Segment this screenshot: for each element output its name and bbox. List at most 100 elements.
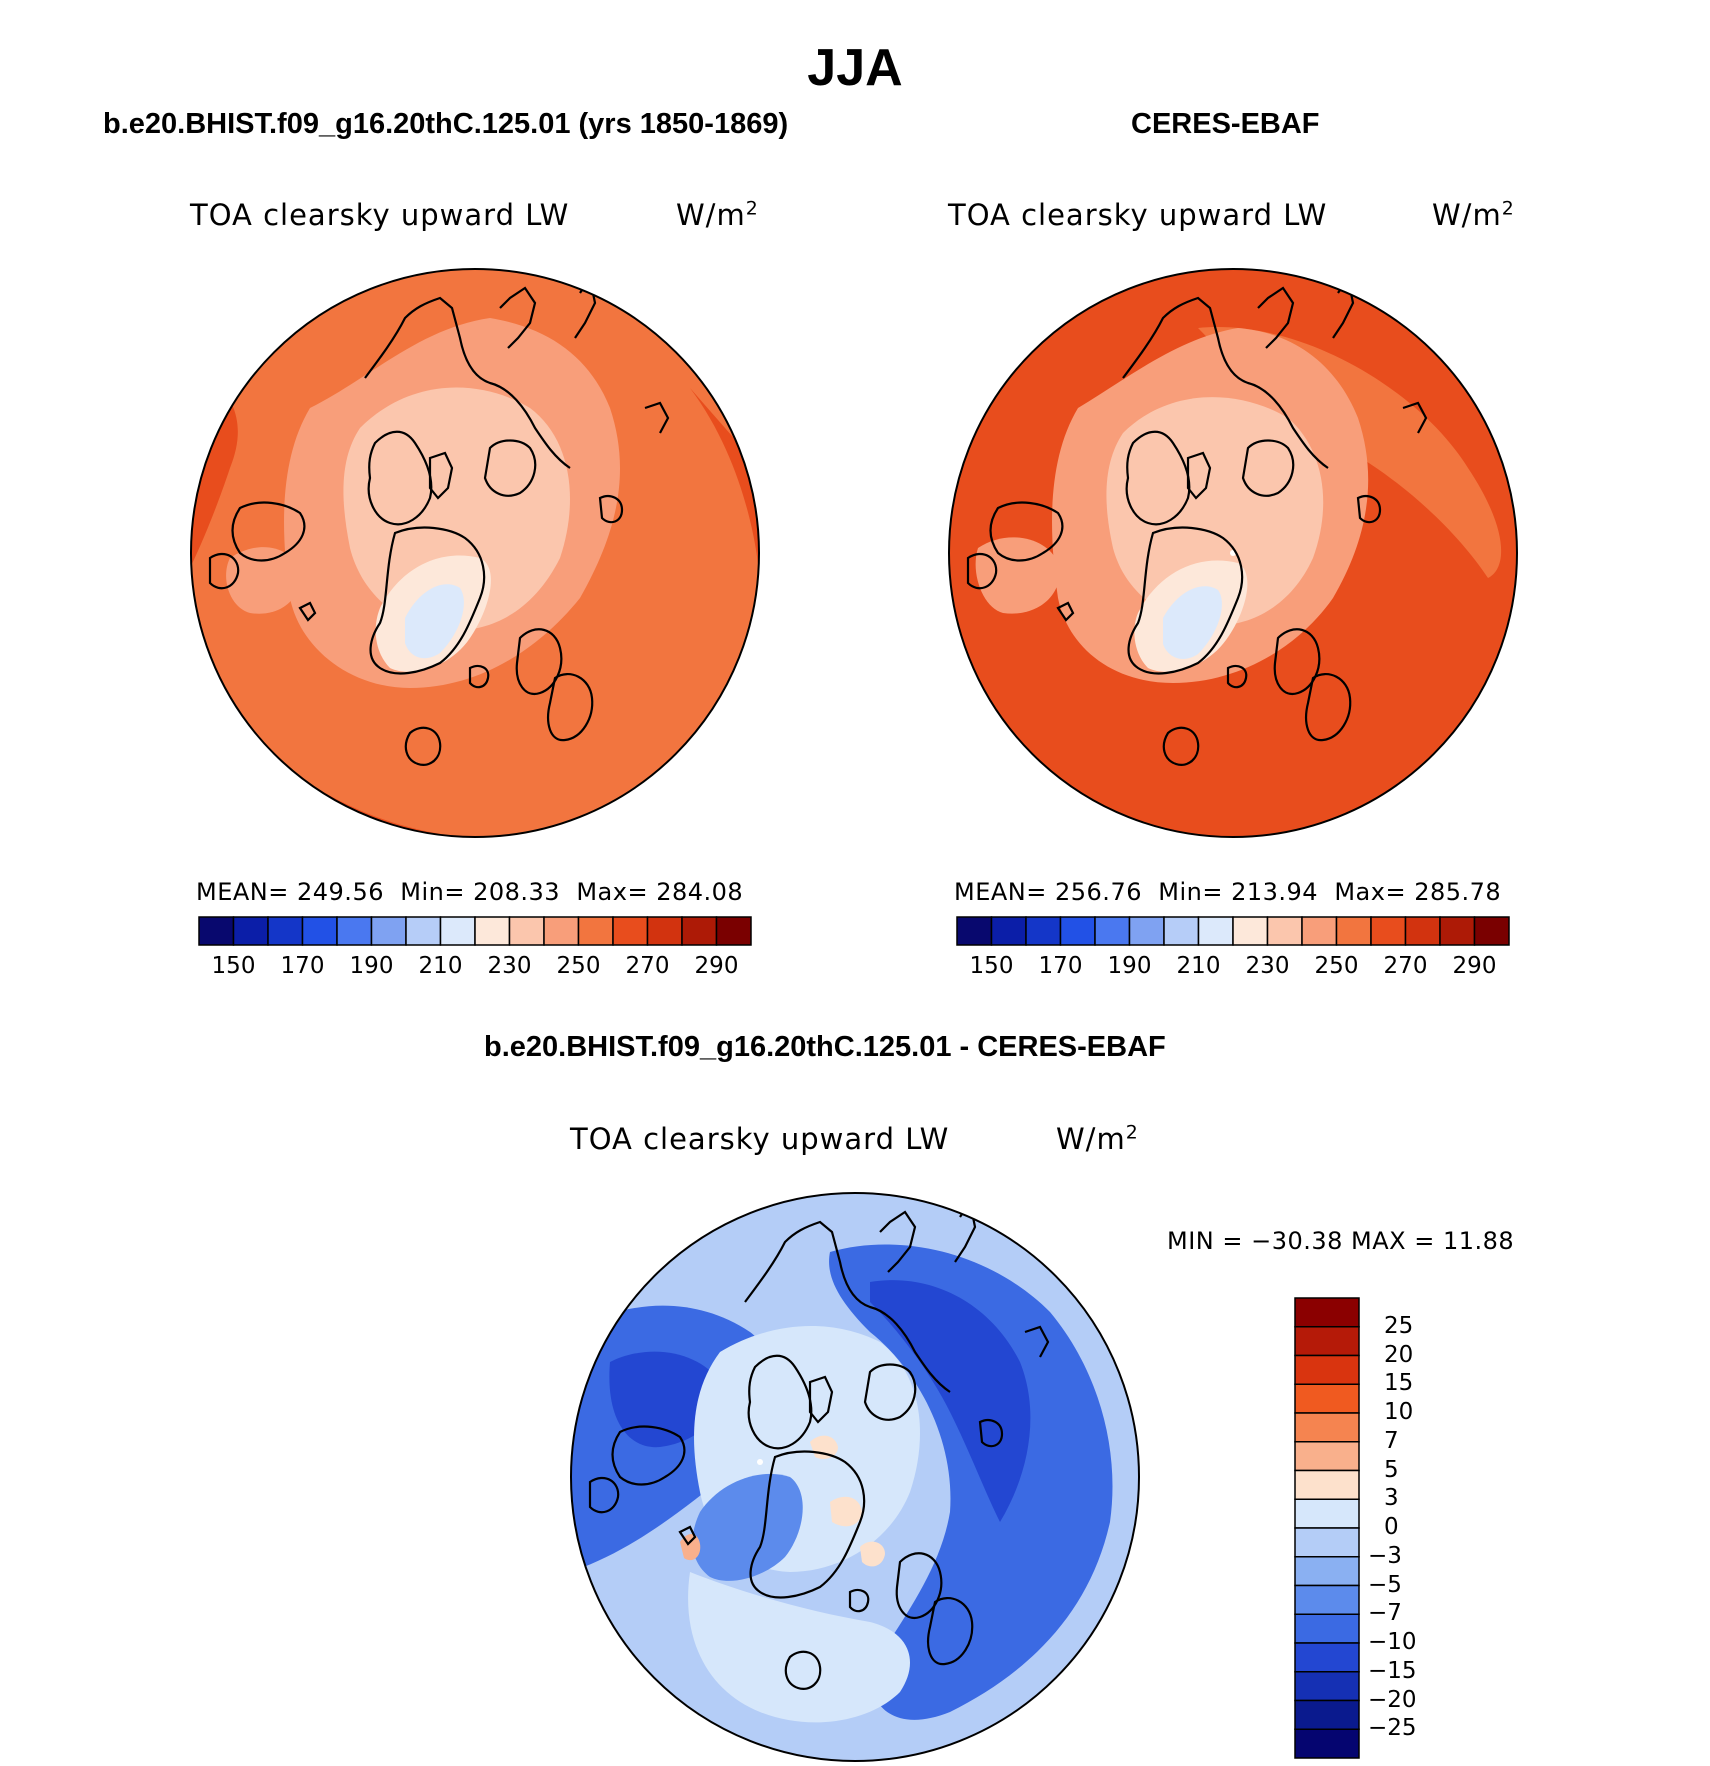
colorbar-swatch — [1059, 916, 1096, 946]
colorbar-tick-label: −20 — [1368, 1686, 1417, 1713]
colorbar-swatch — [198, 916, 235, 946]
colorbar-tick-label: 5 — [1384, 1456, 1399, 1483]
colorbar-swatch — [1294, 1441, 1360, 1472]
colorbar-tick-label: 210 — [418, 953, 463, 979]
colorbar-tick-label: 290 — [694, 953, 739, 979]
difference-polar-map — [570, 1192, 1140, 1762]
colorbar-swatch — [1294, 1383, 1360, 1414]
colorbar-tick-label: 150 — [211, 953, 256, 979]
diff-minmax-line: MIN = −30.38 MAX = 11.88 — [1167, 1227, 1515, 1255]
colorbar-tick-label: 290 — [1452, 953, 1497, 979]
colorbar-swatch — [1025, 916, 1062, 946]
colorbar-swatch — [370, 916, 407, 946]
colorbar-tick-label: 10 — [1384, 1399, 1414, 1425]
colorbar-swatch — [1294, 1556, 1360, 1587]
difference-colorbar-ticks: 25 20 15 10 7 5 3 0 −3 −5 −7 −10 −15 −20 −25 — [1368, 1298, 1488, 1758]
model-case-title: b.e20.BHIST.f09_g16.20thC.125.01 (yrs 18… — [103, 108, 789, 140]
diff-variable-label: TOA clearsky upward LW — [570, 1122, 950, 1156]
model-polar-map — [190, 268, 760, 838]
colorbar-tick-label: −25 — [1368, 1715, 1417, 1742]
colorbar-tick-label: 170 — [1038, 953, 1083, 979]
colorbar-swatch — [508, 916, 545, 946]
colorbar-swatch — [1294, 1469, 1360, 1500]
diff-case-title: b.e20.BHIST.f09_g16.20thC.125.01 - CERES… — [484, 1031, 1166, 1063]
colorbar-tick-label: −7 — [1368, 1600, 1402, 1627]
colorbar-swatch — [1128, 916, 1165, 946]
colorbar-tick-label: 270 — [1383, 953, 1428, 979]
colorbar-swatch — [1294, 1584, 1360, 1615]
colorbar-swatch — [405, 916, 442, 946]
model-variable-label: TOA clearsky upward LW — [190, 198, 570, 232]
model-colorbar-ticks: 150 170 190 210 230 250 270 290 — [199, 953, 751, 983]
colorbar-swatch — [439, 916, 476, 946]
colorbar-tick-label: 0 — [1384, 1514, 1399, 1540]
colorbar-swatch — [1294, 1728, 1360, 1759]
colorbar-swatch — [267, 916, 304, 946]
obs-polar-map — [948, 268, 1518, 838]
colorbar-swatch — [543, 916, 580, 946]
colorbar-tick-label: 230 — [1245, 953, 1290, 979]
difference-colorbar — [1294, 1297, 1360, 1759]
obs-variable-label: TOA clearsky upward LW — [948, 198, 1328, 232]
colorbar-tick-label: 250 — [1314, 953, 1359, 979]
colorbar-swatch — [1294, 1354, 1360, 1385]
obs-case-title: CERES-EBAF — [1131, 108, 1320, 140]
obs-stats-line: MEAN= 256.76 Min= 213.94 Max= 285.78 — [954, 878, 1502, 906]
colorbar-tick-label: −3 — [1368, 1542, 1402, 1569]
figure-title: JJA — [807, 39, 903, 97]
colorbar-tick-label: 270 — [625, 953, 670, 979]
colorbar-swatch — [1370, 916, 1407, 946]
colorbar-tick-label: 7 — [1384, 1427, 1399, 1454]
diff-units-label: W/m2 — [1056, 1122, 1139, 1156]
colorbar-swatch — [1197, 916, 1234, 946]
colorbar-swatch — [474, 916, 511, 946]
colorbar-tick-label: 150 — [969, 953, 1014, 979]
colorbar-swatch — [1301, 916, 1338, 946]
colorbar-swatch — [336, 916, 373, 946]
colorbar-tick-label: 3 — [1384, 1485, 1399, 1512]
colorbar-swatch — [1163, 916, 1200, 946]
model-stats-line: MEAN= 249.56 Min= 208.33 Max= 284.08 — [196, 878, 744, 906]
colorbar-swatch — [1294, 1527, 1360, 1558]
colorbar-tick-label: −15 — [1368, 1657, 1417, 1684]
colorbar-swatch — [646, 916, 683, 946]
colorbar-tick-label: 15 — [1384, 1370, 1414, 1397]
model-units-label: W/m2 — [676, 198, 759, 232]
colorbar-swatch — [301, 916, 338, 946]
colorbar-swatch — [1473, 916, 1510, 946]
colorbar-swatch — [715, 916, 752, 946]
colorbar-swatch — [612, 916, 649, 946]
colorbar-tick-label: −5 — [1368, 1571, 1402, 1598]
colorbar-tick-label: 210 — [1176, 953, 1221, 979]
obs-colorbar — [956, 916, 1510, 946]
obs-units-label: W/m2 — [1432, 198, 1515, 232]
colorbar-tick-label: 250 — [556, 953, 601, 979]
colorbar-swatch — [1294, 1613, 1360, 1644]
colorbar-swatch — [1266, 916, 1303, 946]
colorbar-swatch — [1294, 1671, 1360, 1702]
colorbar-swatch — [990, 916, 1027, 946]
colorbar-tick-label: 190 — [349, 953, 394, 979]
colorbar-swatch — [1094, 916, 1131, 946]
model-colorbar — [198, 916, 752, 946]
colorbar-swatch — [1294, 1699, 1360, 1730]
colorbar-swatch — [577, 916, 614, 946]
colorbar-tick-label: −10 — [1368, 1629, 1417, 1655]
colorbar-swatch — [1294, 1297, 1360, 1328]
colorbar-tick-label: 170 — [280, 953, 325, 979]
colorbar-swatch — [1294, 1642, 1360, 1673]
colorbar-swatch — [681, 916, 718, 946]
colorbar-tick-label: 230 — [487, 953, 532, 979]
colorbar-swatch — [1439, 916, 1476, 946]
colorbar-swatch — [1294, 1498, 1360, 1529]
colorbar-swatch — [232, 916, 269, 946]
colorbar-swatch — [1404, 916, 1441, 946]
colorbar-swatch — [1294, 1326, 1360, 1357]
colorbar-swatch — [1294, 1412, 1360, 1443]
obs-colorbar-ticks: 150 170 190 210 230 250 270 290 — [957, 953, 1509, 983]
colorbar-tick-label: 25 — [1384, 1312, 1414, 1339]
colorbar-swatch — [956, 916, 993, 946]
colorbar-tick-label: 190 — [1107, 953, 1152, 979]
colorbar-swatch — [1232, 916, 1269, 946]
colorbar-swatch — [1335, 916, 1372, 946]
